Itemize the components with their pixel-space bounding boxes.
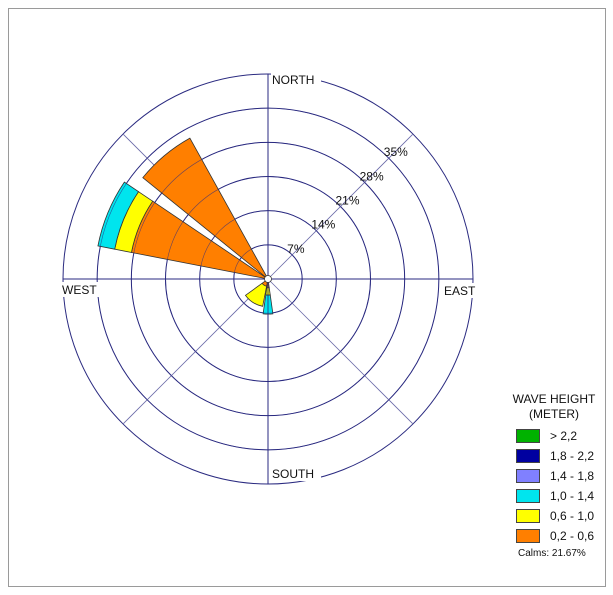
legend-label: 1,4 - 1,8: [550, 469, 595, 483]
legend-swatch: [516, 529, 540, 543]
petal-nw-bin-0: [142, 137, 269, 280]
grid-overlay: [63, 74, 473, 484]
chart-labels: 7% 14%21%28%35% NORTH EAST SOUTH WEST: [61, 72, 485, 481]
legend-item: 0,6 - 1,0: [516, 506, 610, 526]
direction-label-west: WEST: [62, 283, 97, 297]
west-label-bg: [61, 282, 105, 297]
legend-swatch: [516, 449, 540, 463]
north-label-bg: [271, 72, 321, 87]
east-label-bg: [443, 283, 485, 298]
radial-tick-label-2: 14%: [311, 218, 335, 232]
legend-label: 0,6 - 1,0: [550, 509, 595, 523]
legend-item: > 2,2: [516, 426, 610, 446]
radial-tick-label-4: 28%: [360, 169, 384, 183]
direction-label-north: NORTH: [272, 73, 314, 87]
petal-wnw-bin-2: [97, 181, 140, 250]
chart-frame: [8, 8, 606, 587]
legend-item: 0,2 - 0,6: [516, 526, 610, 546]
legend: WAVE HEIGHT (METER) > 2,2 1,8 - 2,2 1,4 - …: [498, 392, 610, 559]
radial-tick-label-5: 35%: [384, 145, 408, 159]
legend-swatch: [516, 469, 540, 483]
legend-label: 1,0 - 1,4: [550, 489, 595, 503]
center-dot: [264, 275, 272, 283]
legend-title: WAVE HEIGHT (METER): [498, 392, 610, 422]
calms-label: Calms: 21.67%: [518, 548, 586, 559]
radial-tick-label-3: 21%: [335, 194, 359, 208]
legend-swatch: [516, 509, 540, 523]
legend-item: 1,0 - 1,4: [516, 486, 610, 506]
direction-label-east: EAST: [444, 284, 476, 298]
legend-title-line-2: (METER): [529, 407, 579, 421]
sector-petals: [97, 137, 274, 315]
legend-swatch: [516, 489, 540, 503]
legend-rows: > 2,2 1,8 - 2,2 1,4 - 1,8 1,0 - 1,4 0,6 - 1,…: [498, 426, 610, 546]
legend-item: 1,4 - 1,8: [516, 466, 610, 486]
legend-item: 1,8 - 2,2: [516, 446, 610, 466]
legend-label: 1,8 - 2,2: [550, 449, 595, 463]
legend-label: 0,2 - 0,6: [550, 529, 595, 543]
legend-label: > 2,2: [550, 429, 578, 443]
petal-ssw-bin-1: [244, 282, 268, 307]
direction-label-south: SOUTH: [272, 467, 314, 481]
legend-title-line-1: WAVE HEIGHT: [512, 392, 596, 406]
radial-tick-label-1: 7%: [287, 242, 305, 256]
south-label-bg: [271, 466, 321, 481]
legend-swatch: [516, 429, 540, 443]
